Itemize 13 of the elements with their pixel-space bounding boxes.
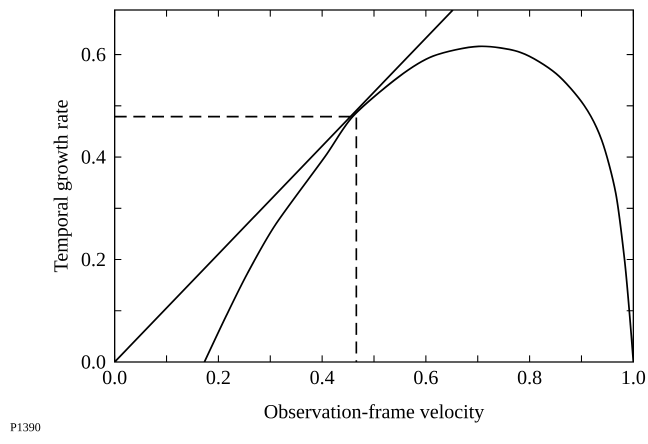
x-tick-label: 0.0 — [102, 370, 126, 384]
text: P1390 — [10, 423, 40, 432]
y-tick-label: 0.6 — [82, 48, 106, 62]
x-tick-label: 1.0 — [622, 370, 646, 384]
x-tick-label: 0.4 — [310, 370, 334, 384]
y-tick-label: 0.0 — [82, 355, 106, 369]
y-axis-title: Temporal growth rate — [54, 100, 72, 272]
x-tick-label: 0.8 — [518, 370, 542, 384]
x-tick-label: 0.2 — [206, 370, 230, 384]
y-tick-label: 0.2 — [82, 252, 105, 266]
x-axis-title: Observation-frame velocity — [264, 404, 484, 423]
y-tick-label: 0.4 — [82, 150, 106, 164]
x-tick-label: 0.6 — [414, 370, 438, 384]
